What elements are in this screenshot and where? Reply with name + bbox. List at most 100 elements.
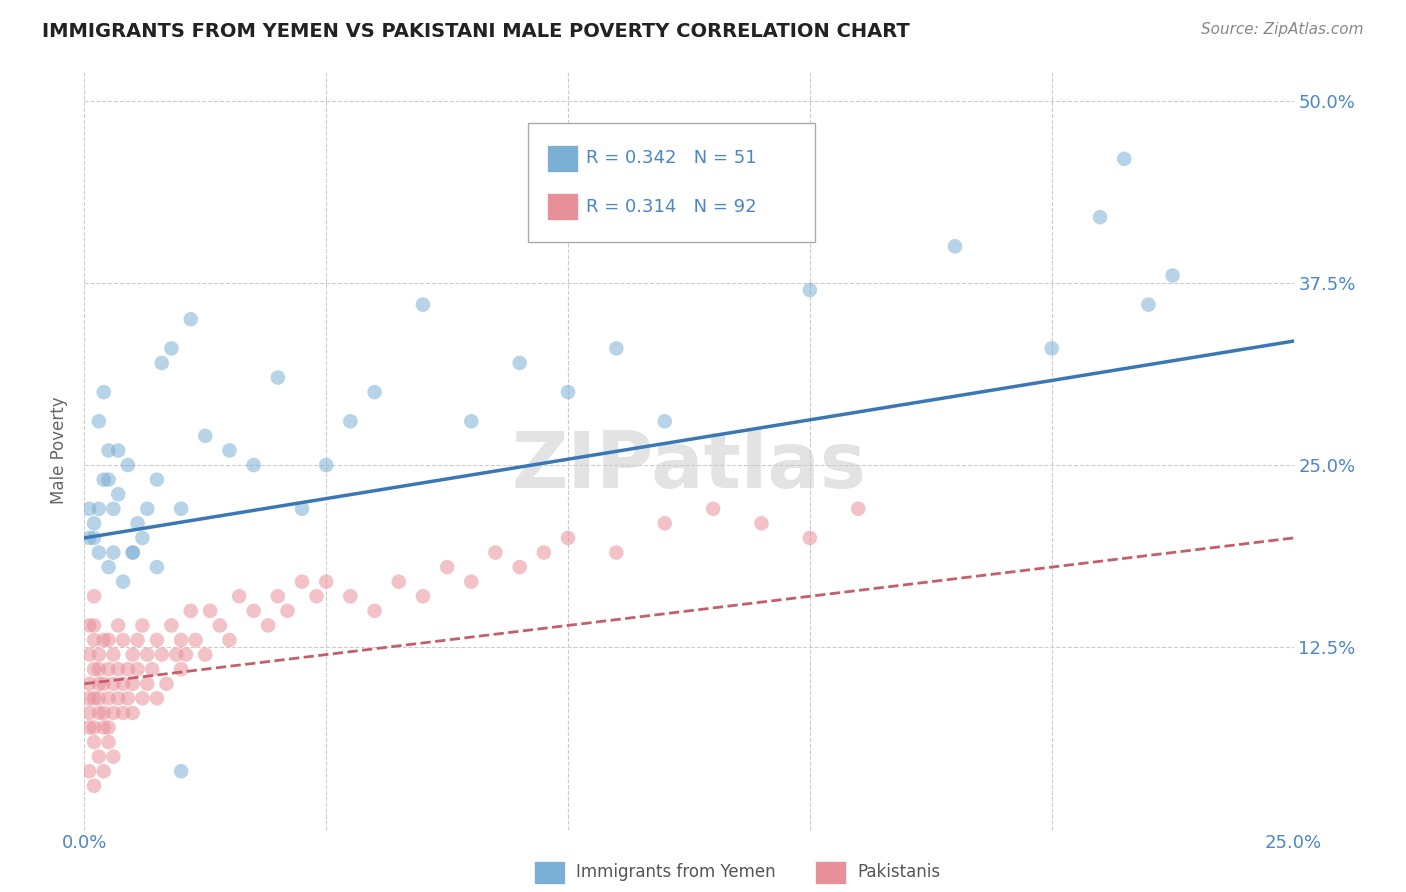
Point [121, 677, 143, 691]
Point [605, 545, 627, 559]
Point [103, 706, 125, 720]
Point [174, 648, 197, 662]
Point [87, 662, 110, 676]
Point [131, 531, 153, 545]
Point [107, 487, 129, 501]
Point [97, 735, 120, 749]
Point [87, 677, 110, 691]
Point [136, 501, 159, 516]
Point [654, 414, 676, 428]
Point [103, 648, 125, 662]
Point [83, 516, 105, 531]
Point [846, 501, 869, 516]
Point [107, 618, 129, 632]
Point [77, 531, 100, 545]
Point [136, 677, 159, 691]
Point [194, 648, 217, 662]
Point [509, 356, 531, 370]
Point [460, 574, 482, 589]
Point [484, 545, 506, 559]
Point [93, 385, 115, 400]
Point [208, 618, 231, 632]
Point [160, 618, 183, 632]
Point [97, 691, 120, 706]
Point [107, 443, 129, 458]
Point [218, 443, 240, 458]
Point [146, 560, 169, 574]
Point [412, 298, 434, 312]
Point [180, 312, 202, 326]
Point [77, 706, 100, 720]
Point [436, 560, 458, 574]
Point [267, 589, 290, 603]
Point [136, 648, 159, 662]
Point [1137, 298, 1160, 312]
Point [160, 342, 183, 356]
Point [103, 545, 125, 559]
Point [557, 531, 579, 545]
Point [315, 458, 337, 472]
Point [339, 589, 361, 603]
Point [150, 648, 173, 662]
Point [654, 516, 676, 531]
Point [339, 414, 361, 428]
Point [363, 385, 385, 400]
Text: IMMIGRANTS FROM YEMEN VS PAKISTANI MALE POVERTY CORRELATION CHART: IMMIGRANTS FROM YEMEN VS PAKISTANI MALE … [42, 22, 910, 41]
Point [460, 414, 482, 428]
Point [276, 604, 298, 618]
Point [77, 677, 100, 691]
Point [155, 677, 177, 691]
Point [257, 618, 280, 632]
Point [103, 501, 125, 516]
Point [83, 618, 105, 632]
Point [117, 458, 139, 472]
Point [291, 574, 314, 589]
Point [87, 414, 110, 428]
Point [170, 633, 193, 648]
Point [83, 589, 105, 603]
Point [127, 516, 149, 531]
Point [751, 516, 773, 531]
Point [150, 356, 173, 370]
Point [112, 677, 135, 691]
Point [112, 706, 135, 720]
Point [228, 589, 250, 603]
Point [97, 443, 120, 458]
Point [87, 691, 110, 706]
Point [315, 574, 337, 589]
Point [1114, 152, 1136, 166]
Point [799, 283, 821, 297]
Point [117, 662, 139, 676]
Point [1161, 268, 1184, 283]
Point [97, 560, 120, 574]
Point [1040, 342, 1063, 356]
Point [141, 662, 163, 676]
Point [242, 458, 264, 472]
Point [412, 589, 434, 603]
Point [87, 501, 110, 516]
Point [242, 604, 264, 618]
Point [146, 691, 169, 706]
Point [97, 633, 120, 648]
Point [77, 691, 100, 706]
Point [131, 691, 153, 706]
Point [103, 749, 125, 764]
Text: Source: ZipAtlas.com: Source: ZipAtlas.com [1201, 22, 1364, 37]
Point [131, 618, 153, 632]
Point [121, 545, 143, 559]
Point [97, 662, 120, 676]
Point [198, 604, 221, 618]
Point [83, 662, 105, 676]
Point [93, 633, 115, 648]
Point [97, 721, 120, 735]
Point [702, 501, 724, 516]
Point [93, 721, 115, 735]
Point [87, 545, 110, 559]
Point [77, 618, 100, 632]
Point [605, 342, 627, 356]
Point [83, 531, 105, 545]
Point [93, 706, 115, 720]
Text: Immigrants from Yemen: Immigrants from Yemen [576, 863, 776, 881]
Point [83, 721, 105, 735]
Point [77, 648, 100, 662]
